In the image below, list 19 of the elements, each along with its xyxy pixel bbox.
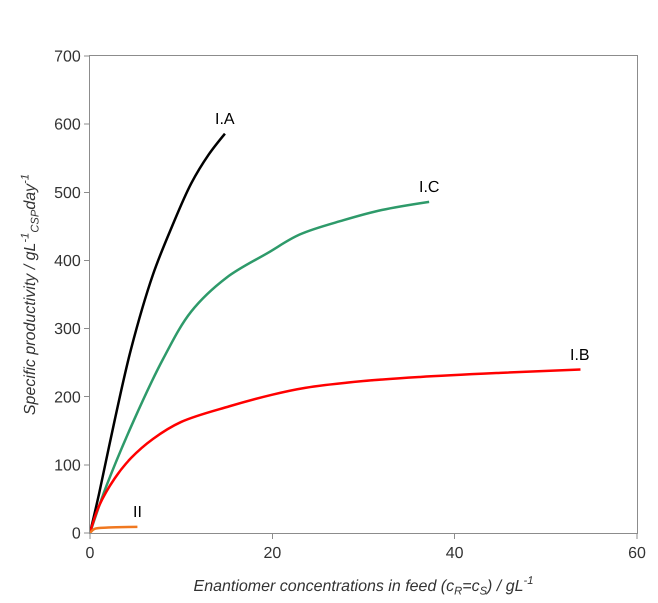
y-tick-label: 400 xyxy=(54,253,81,270)
y-tick-label: 100 xyxy=(54,457,81,474)
y-tick-label: 600 xyxy=(54,116,81,134)
line-series xyxy=(90,368,582,533)
series-label: I.A xyxy=(215,111,235,128)
x-tick-label: 40 xyxy=(446,545,464,562)
y-tick-label: 200 xyxy=(54,389,81,406)
y-tick-label: 300 xyxy=(54,321,81,338)
line-series xyxy=(90,526,139,533)
x-axis-title: Enantiomer concentrations in feed (c$_{R}$=c$_{S}$) / gL$^{-1}$ xyxy=(194,575,534,598)
series-label: II xyxy=(133,504,142,521)
series-label: I.C xyxy=(419,179,440,196)
series-label: I.B xyxy=(570,347,590,364)
y-tick-label: 700 xyxy=(54,48,81,66)
x-tick-label: 20 xyxy=(263,545,282,562)
x-tick-label: 0 xyxy=(86,545,95,562)
x-tick-label: 60 xyxy=(628,545,646,562)
y-tick-label: 500 xyxy=(54,184,81,202)
y-tick-label: 0 xyxy=(72,526,81,543)
